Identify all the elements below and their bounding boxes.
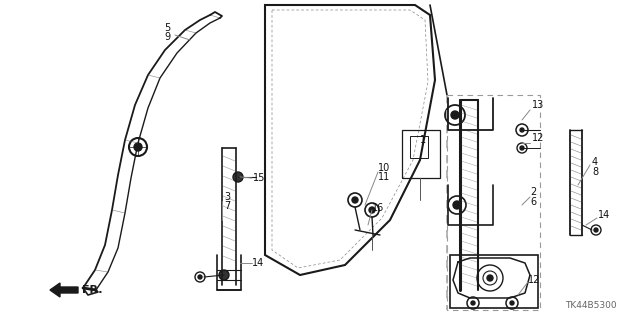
Circle shape — [594, 228, 598, 232]
FancyArrow shape — [50, 283, 78, 297]
Bar — [410, 136, 428, 158]
Text: 8: 8 — [592, 167, 598, 177]
Text: 5: 5 — [164, 23, 170, 33]
Text: 4: 4 — [592, 157, 598, 167]
Circle shape — [198, 275, 202, 279]
Circle shape — [233, 172, 243, 182]
Text: 9: 9 — [164, 32, 170, 42]
Text: 14: 14 — [252, 258, 264, 268]
Text: 12: 12 — [532, 133, 545, 143]
Circle shape — [520, 128, 524, 132]
Circle shape — [453, 201, 461, 209]
Circle shape — [487, 275, 493, 281]
Text: 14: 14 — [598, 210, 611, 220]
Bar — [447, 95, 540, 310]
Circle shape — [471, 301, 475, 305]
Circle shape — [352, 197, 358, 203]
Text: 3: 3 — [224, 192, 230, 202]
Circle shape — [219, 270, 229, 280]
Circle shape — [369, 207, 375, 213]
Text: 11: 11 — [378, 172, 390, 182]
Text: 16: 16 — [372, 203, 384, 213]
Text: TK44B5300: TK44B5300 — [565, 300, 616, 309]
Circle shape — [134, 143, 142, 151]
Circle shape — [520, 146, 524, 150]
Text: 10: 10 — [378, 163, 390, 173]
Bar — [450, 255, 538, 308]
Text: 1: 1 — [420, 135, 426, 145]
Text: 2: 2 — [530, 187, 536, 197]
Text: 6: 6 — [530, 197, 536, 207]
Circle shape — [451, 111, 459, 119]
Circle shape — [510, 301, 514, 305]
Text: 7: 7 — [224, 201, 230, 211]
Text: 15: 15 — [253, 173, 266, 183]
Bar — [402, 130, 440, 178]
Text: 12: 12 — [528, 275, 540, 285]
Text: FR.: FR. — [82, 285, 102, 295]
Text: 13: 13 — [532, 100, 544, 110]
